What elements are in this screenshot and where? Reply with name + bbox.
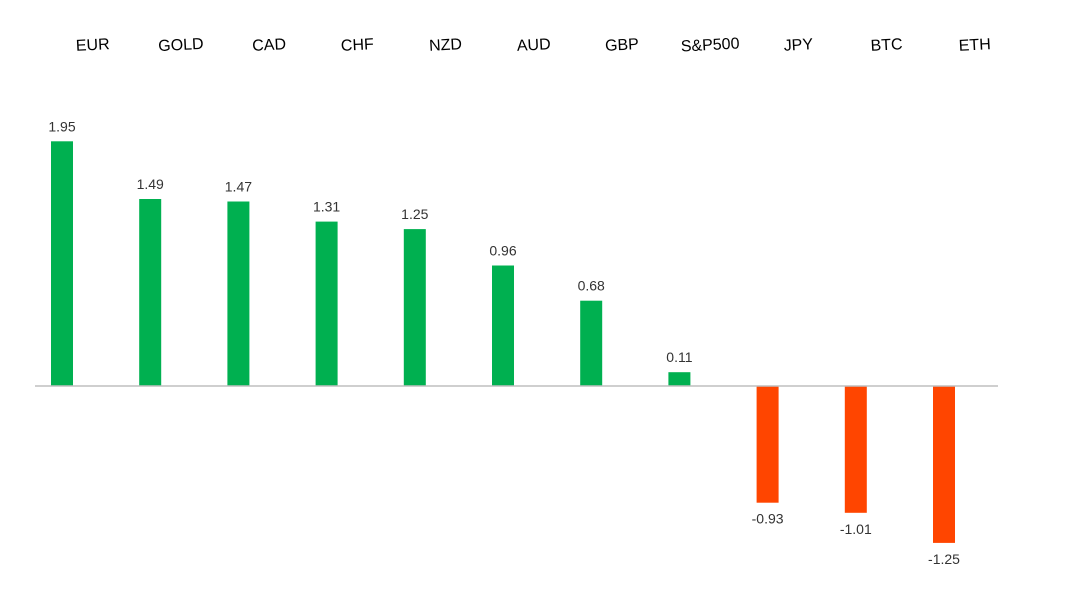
bar-eur (51, 141, 73, 386)
bar-gbp (580, 300, 603, 386)
value-label-aud: 0.96 (489, 243, 516, 259)
category-label-aud: AUD (516, 36, 551, 55)
bar-nzd (403, 229, 426, 386)
category-label-nzd: NZD (429, 36, 463, 55)
value-label-jpy: -0.93 (752, 511, 784, 527)
category-label-eur: EUR (75, 36, 110, 55)
value-label-nzd: 1.25 (401, 206, 428, 222)
category-label-chf: CHF (340, 36, 374, 55)
bar-chf (315, 221, 338, 386)
value-label-gbp: 0.68 (578, 278, 605, 294)
value-label-eur: 1.95 (48, 118, 75, 134)
value-label-sp500: 0.11 (666, 349, 692, 365)
bar-sp500 (668, 372, 691, 386)
bar-aud (492, 265, 514, 386)
category-label-jpy: JPY (783, 36, 814, 55)
value-label-gold: 1.49 (137, 176, 164, 192)
bars-layer (51, 141, 955, 543)
category-labels-layer: EUR GOLD CAD CHF NZD AUD GBP S&P500 JPY BTC ETH (75, 35, 991, 55)
category-label-btc: BTC (870, 36, 903, 55)
bar-jpy (756, 386, 779, 503)
bar-cad (227, 201, 250, 386)
bar-eth (933, 386, 955, 543)
category-label-sp500: S&P500 (680, 35, 740, 55)
category-label-cad: CAD (252, 36, 287, 55)
value-label-chf: 1.31 (313, 199, 340, 215)
category-label-gbp: GBP (605, 36, 640, 55)
value-label-btc: -1.01 (840, 521, 872, 537)
bar-btc (844, 386, 867, 513)
value-label-cad: 1.47 (225, 179, 252, 195)
category-label-gold: GOLD (158, 36, 204, 55)
bar-gold (139, 199, 162, 386)
value-labels-layer: 1.95 1.49 1.47 1.31 1.25 0.96 0.68 0.11 -0.93 -1.… (48, 118, 960, 567)
category-label-eth: ETH (958, 36, 991, 55)
value-label-eth: -1.25 (928, 551, 960, 567)
